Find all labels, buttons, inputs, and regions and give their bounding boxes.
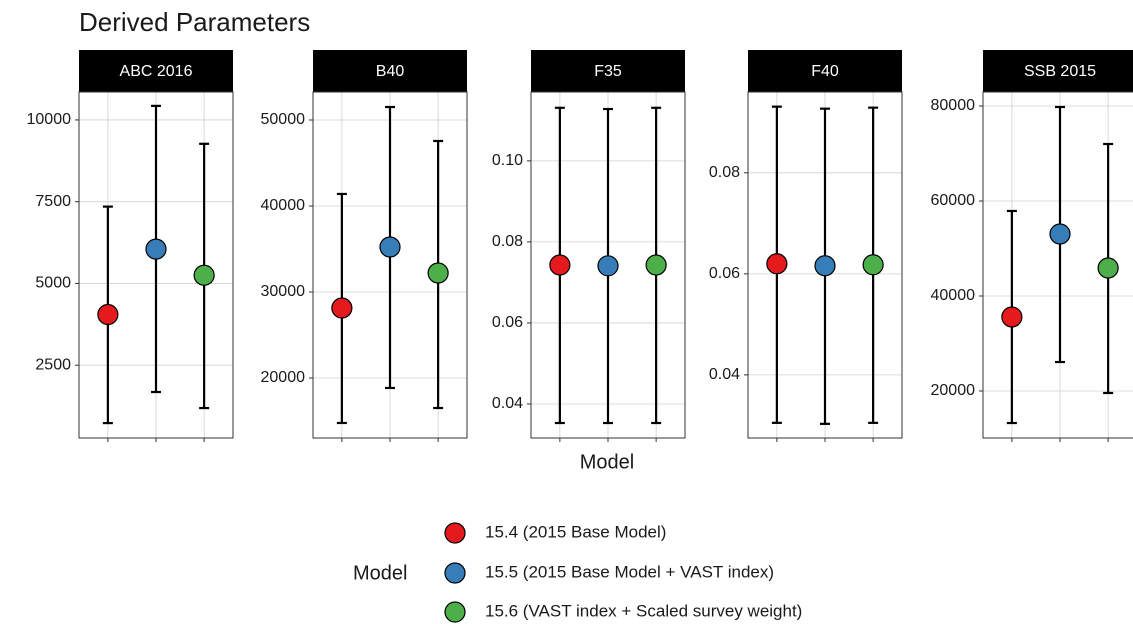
y-tick-label: 0.06 (492, 314, 523, 331)
y-tick-label: 5000 (35, 275, 71, 292)
strip-label: SSB 2015 (1024, 63, 1096, 80)
y-tick-label: 0.08 (492, 233, 523, 250)
y-tick-label: 20000 (261, 369, 306, 386)
y-tick-label: 0.06 (709, 265, 740, 282)
strip-label: F40 (811, 63, 839, 80)
point (597, 255, 619, 277)
panel-border (530, 91, 686, 439)
point (1049, 223, 1071, 245)
strip (313, 50, 467, 92)
y-tick-label: 0.04 (492, 395, 523, 412)
y-tick-label: 50000 (261, 111, 306, 128)
strip (531, 50, 685, 92)
y-tick-label: 2500 (35, 356, 71, 373)
y-tick-label: 0.08 (709, 164, 740, 181)
panel-border (747, 91, 903, 439)
point (862, 254, 884, 276)
point (1097, 257, 1119, 279)
y-tick-label: 60000 (931, 192, 976, 209)
strip-label: ABC 2016 (120, 63, 193, 80)
strip (79, 50, 233, 92)
y-tick-label: 20000 (931, 382, 976, 399)
y-tick-label: 80000 (931, 97, 976, 114)
legend-title: Model (353, 562, 407, 584)
y-tick-label: 40000 (261, 197, 306, 214)
chart-title: Derived Parameters (79, 7, 310, 37)
point (645, 254, 667, 276)
legend-label: 15.5 (2015 Base Model + VAST index) (485, 562, 774, 581)
point (97, 303, 119, 326)
legend-key (444, 601, 466, 623)
panel-border (78, 91, 234, 439)
point (331, 297, 353, 319)
y-tick-label: 7500 (35, 193, 71, 210)
x-axis-label: Model (580, 451, 634, 473)
y-tick-label: 0.04 (709, 366, 740, 383)
y-tick-label: 0.10 (492, 152, 523, 169)
point (549, 254, 571, 276)
panel-border (982, 91, 1133, 439)
point (1001, 306, 1023, 328)
point (193, 264, 215, 286)
legend-key (444, 562, 466, 584)
point (145, 238, 167, 260)
strip (983, 50, 1133, 92)
y-tick-label: 30000 (261, 283, 306, 300)
point (379, 236, 401, 258)
strip-label: F35 (594, 63, 622, 80)
legend-label: 15.4 (2015 Base Model) (485, 522, 666, 541)
legend-key (444, 522, 466, 544)
point (427, 262, 449, 284)
y-tick-label: 10000 (27, 111, 72, 128)
strip-label: B40 (376, 63, 405, 80)
strip (748, 50, 902, 92)
point (766, 253, 788, 275)
y-tick-label: 40000 (931, 287, 976, 304)
legend-label: 15.6 (VAST index + Scaled survey weight) (485, 601, 802, 620)
point (814, 255, 836, 277)
panel-border (312, 91, 468, 439)
